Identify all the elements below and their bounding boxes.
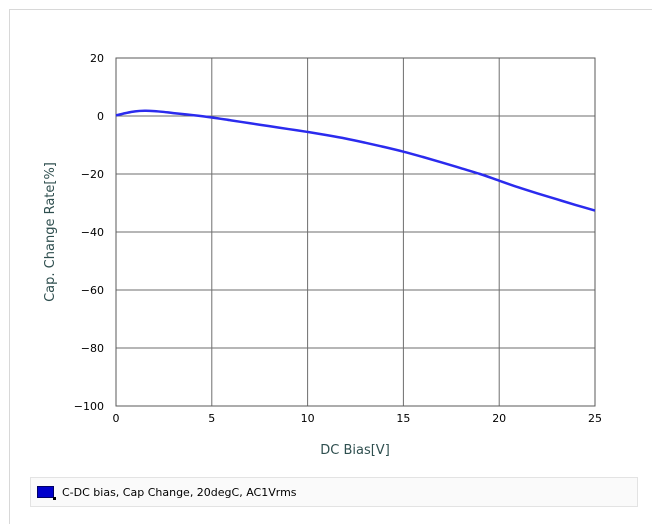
x-tick-label: 20 <box>492 412 506 425</box>
legend-label: C-DC bias, Cap Change, 20degC, AC1Vrms <box>62 485 297 499</box>
y-tick-label: −60 <box>81 284 104 297</box>
x-tick-label: 25 <box>588 412 602 425</box>
grid <box>116 58 595 406</box>
y-tick-label: 20 <box>90 52 104 65</box>
y-tick-label: −40 <box>81 226 104 239</box>
y-tick-label: 0 <box>97 110 104 123</box>
x-tick-label: 10 <box>301 412 315 425</box>
x-tick-label: 5 <box>208 412 215 425</box>
y-axis-title: Cap. Change Rate[%] <box>43 162 58 302</box>
y-tick-label: −20 <box>81 168 104 181</box>
x-axis-ticks: 0 5 10 15 20 25 <box>113 412 603 425</box>
series-layer <box>115 109 596 212</box>
legend: C-DC bias, Cap Change, 20degC, AC1Vrms <box>30 477 638 507</box>
plot-area <box>115 57 596 407</box>
x-tick-label: 0 <box>113 412 120 425</box>
x-tick-label: 15 <box>396 412 410 425</box>
y-tick-label: −100 <box>74 400 104 413</box>
series-line <box>115 109 596 212</box>
x-axis-title: DC Bias[V] <box>320 443 390 458</box>
legend-swatch <box>37 486 56 500</box>
y-tick-label: −80 <box>81 342 104 355</box>
y-axis-ticks: 20 0 −20 −40 −60 −80 −100 <box>74 52 104 413</box>
